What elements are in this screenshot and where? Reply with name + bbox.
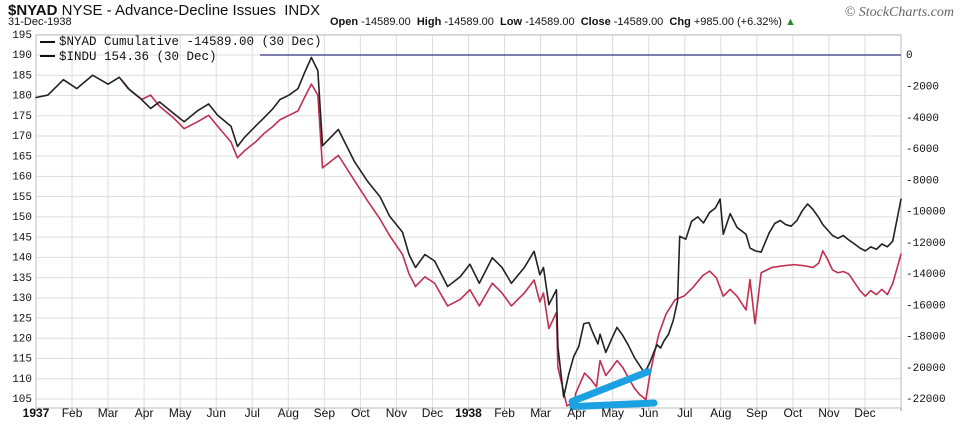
- svg-text:Dec: Dec: [422, 406, 443, 420]
- svg-text:-6000: -6000: [906, 144, 939, 156]
- svg-text:May: May: [601, 406, 624, 420]
- svg-text:Sep: Sep: [314, 406, 336, 420]
- svg-text:Sep: Sep: [746, 406, 768, 420]
- svg-text:1937: 1937: [23, 406, 50, 420]
- svg-text:110: 110: [12, 374, 32, 386]
- svg-text:160: 160: [12, 172, 32, 184]
- svg-text:-12000: -12000: [906, 238, 946, 250]
- svg-text:170: 170: [12, 131, 32, 143]
- svg-text:175: 175: [12, 111, 32, 123]
- svg-text:-10000: -10000: [906, 207, 946, 219]
- svg-text:150: 150: [12, 212, 32, 224]
- svg-text:-16000: -16000: [906, 300, 946, 312]
- svg-text:Aug: Aug: [278, 406, 299, 420]
- svg-text:155: 155: [12, 192, 32, 204]
- svg-text:-4000: -4000: [906, 113, 939, 125]
- svg-text:195: 195: [12, 30, 32, 42]
- svg-text:-14000: -14000: [906, 269, 946, 281]
- svg-text:Aug: Aug: [710, 406, 731, 420]
- svg-text:Jun: Jun: [639, 406, 658, 420]
- svg-text:Mar: Mar: [98, 406, 119, 420]
- svg-text:190: 190: [12, 50, 32, 62]
- svg-text:May: May: [169, 406, 192, 420]
- svg-text:Jun: Jun: [207, 406, 226, 420]
- svg-text:120: 120: [12, 333, 32, 345]
- svg-text:185: 185: [12, 70, 32, 82]
- svg-text:Oct: Oct: [351, 406, 370, 420]
- svg-text:-18000: -18000: [906, 332, 946, 344]
- svg-text:Feb: Feb: [494, 406, 515, 420]
- svg-text:140: 140: [12, 253, 32, 265]
- svg-text:-20000: -20000: [906, 363, 946, 375]
- svg-text:Jul: Jul: [677, 406, 692, 420]
- svg-text:-22000: -22000: [906, 394, 946, 406]
- svg-text:-2000: -2000: [906, 81, 939, 93]
- svg-text:Mar: Mar: [530, 406, 551, 420]
- svg-text:115: 115: [12, 354, 32, 366]
- svg-text:135: 135: [12, 273, 32, 285]
- svg-text:-8000: -8000: [906, 175, 939, 187]
- svg-text:165: 165: [12, 151, 32, 163]
- svg-text:Dec: Dec: [854, 406, 875, 420]
- svg-text:Apr: Apr: [567, 406, 586, 420]
- svg-text:125: 125: [12, 313, 32, 325]
- svg-text:Apr: Apr: [135, 406, 154, 420]
- svg-text:Feb: Feb: [62, 406, 83, 420]
- svg-text:1938: 1938: [455, 406, 482, 420]
- svg-text:145: 145: [12, 232, 32, 244]
- svg-text:Oct: Oct: [784, 406, 803, 420]
- svg-text:180: 180: [12, 91, 32, 103]
- svg-text:Jul: Jul: [245, 406, 260, 420]
- svg-text:Nov: Nov: [386, 406, 407, 420]
- svg-text:0: 0: [906, 50, 913, 62]
- svg-text:105: 105: [12, 394, 32, 406]
- svg-text:Nov: Nov: [818, 406, 839, 420]
- svg-text:130: 130: [12, 293, 32, 305]
